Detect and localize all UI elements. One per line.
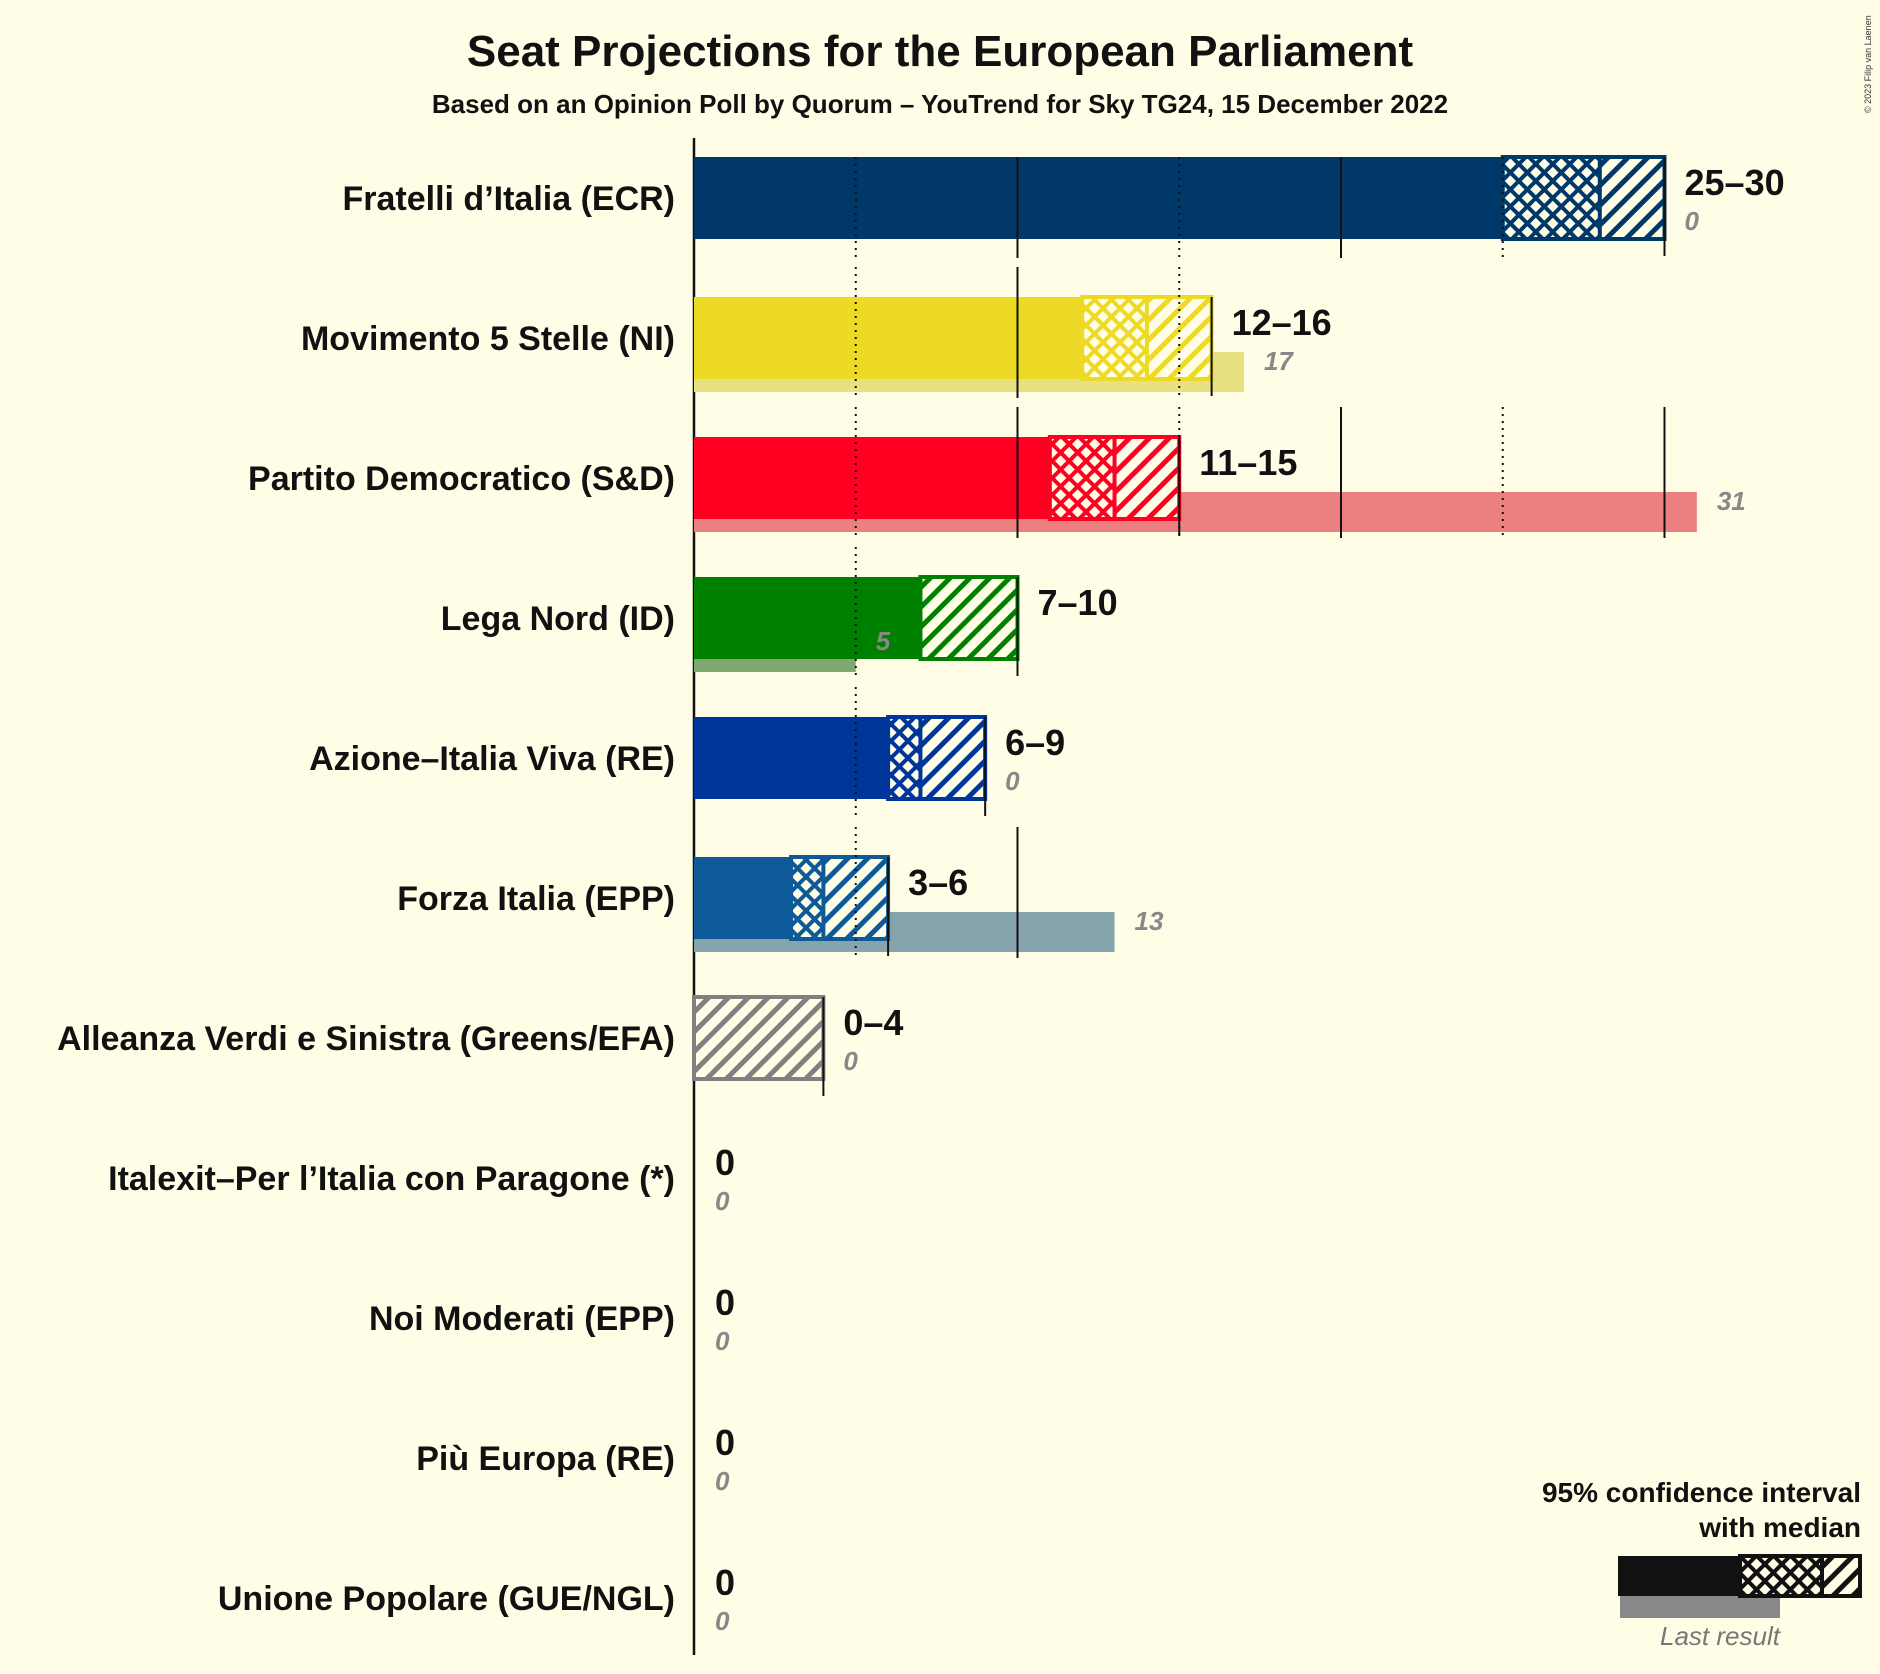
seat-range-label: 0: [715, 1282, 735, 1323]
legend-outline: [1738, 1554, 1862, 1598]
legend-crosshatch: [1740, 1556, 1822, 1596]
legend: 95% confidence interval with median Last…: [1542, 1477, 1862, 1651]
last-result-value: 13: [1135, 906, 1164, 936]
legend-solid: [1618, 1556, 1740, 1596]
last-result-value: 0: [1685, 206, 1700, 236]
seat-range-label: 11–15: [1199, 442, 1297, 483]
last-result-value: 0: [1005, 766, 1020, 796]
seat-range-label: 0: [715, 1562, 735, 1603]
last-result-value: 0: [715, 1466, 730, 1496]
party-name: Italexit–Per l’Italia con Paragone (*): [108, 1160, 675, 1198]
ci-lower-hatch: [888, 717, 921, 799]
ci-upper-hatch: [694, 997, 824, 1079]
copyright-note: © 2023 Filip van Laenen: [1863, 15, 1873, 113]
party-name: Noi Moderati (EPP): [369, 1300, 675, 1338]
party-row: Fratelli d’Italia (ECR) 25–300: [343, 155, 1785, 258]
party-row: Azione–Italia Viva (RE) 6–90: [309, 687, 1065, 818]
ci-solid-bar: [694, 437, 1050, 519]
party-name: Movimento 5 Stelle (NI): [301, 320, 675, 358]
legend-line-1: 95% confidence interval: [1542, 1477, 1861, 1508]
party-row: Unione Popolare (GUE/NGL) 00: [218, 1562, 735, 1636]
seat-range-label: 7–10: [1038, 582, 1118, 623]
ci-lower-hatch: [1502, 157, 1600, 239]
ci-lower-hatch: [791, 857, 824, 939]
party-name: Alleanza Verdi e Sinistra (Greens/EFA): [57, 1020, 675, 1058]
last-result-value: 0: [715, 1326, 730, 1356]
legend-hatch: [1822, 1556, 1860, 1596]
party-row: Noi Moderati (EPP) 00: [369, 1282, 735, 1356]
seat-range-label: 0–4: [843, 1002, 903, 1043]
legend-last-result-label: Last result: [1660, 1621, 1782, 1651]
ci-solid-bar: [694, 297, 1083, 379]
ci-upper-hatch: [1599, 157, 1665, 239]
ci-upper-hatch: [920, 577, 1018, 659]
ci-upper-hatch: [920, 717, 986, 799]
ci-solid-bar: [694, 717, 889, 799]
party-name: Forza Italia (EPP): [397, 880, 675, 918]
last-result-value: 0: [843, 1046, 858, 1076]
ci-solid-bar: [694, 857, 792, 939]
party-row: Lega Nord (ID) 7–10 5: [441, 547, 1118, 678]
ci-solid-bar: [694, 157, 1503, 239]
party-row: Partito Democratico (S&D) 11–15 31: [248, 407, 1746, 538]
chart-subtitle: Based on an Opinion Poll by Quorum – You…: [432, 89, 1448, 119]
party-name: Lega Nord (ID): [441, 600, 675, 638]
seat-range-label: 0: [715, 1422, 735, 1463]
seat-range-label: 6–9: [1005, 722, 1065, 763]
ci-lower-hatch: [1049, 437, 1115, 519]
ci-lower-hatch: [1082, 297, 1147, 379]
party-name: Azione–Italia Viva (RE): [309, 740, 675, 778]
seat-range-label: 3–6: [908, 862, 968, 903]
last-result-value: 5: [876, 626, 891, 656]
party-row: Forza Italia (EPP) 3–6 13: [397, 827, 1164, 958]
party-row: Italexit–Per l’Italia con Paragone (*) 00: [108, 1142, 735, 1216]
party-row: Alleanza Verdi e Sinistra (Greens/EFA) 0–…: [57, 995, 903, 1096]
seat-range-label: 0: [715, 1142, 735, 1183]
party-name: Unione Popolare (GUE/NGL): [218, 1580, 675, 1618]
party-name: Partito Democratico (S&D): [248, 460, 675, 498]
last-result-value: 0: [715, 1606, 730, 1636]
chart-title: Seat Projections for the European Parlia…: [467, 27, 1414, 76]
ci-upper-hatch: [1114, 437, 1180, 519]
party-name: Più Europa (RE): [416, 1440, 675, 1478]
legend-line-2: with median: [1698, 1512, 1861, 1543]
party-name: Fratelli d’Italia (ECR): [343, 180, 676, 218]
last-result-value: 17: [1264, 346, 1294, 376]
party-row: Più Europa (RE) 00: [416, 1422, 735, 1496]
seat-range-label: 12–16: [1232, 302, 1332, 343]
seat-range-label: 25–30: [1685, 162, 1785, 203]
last-result-value: 31: [1717, 486, 1746, 516]
ci-solid-bar: [694, 577, 921, 659]
last-result-value: 0: [715, 1186, 730, 1216]
